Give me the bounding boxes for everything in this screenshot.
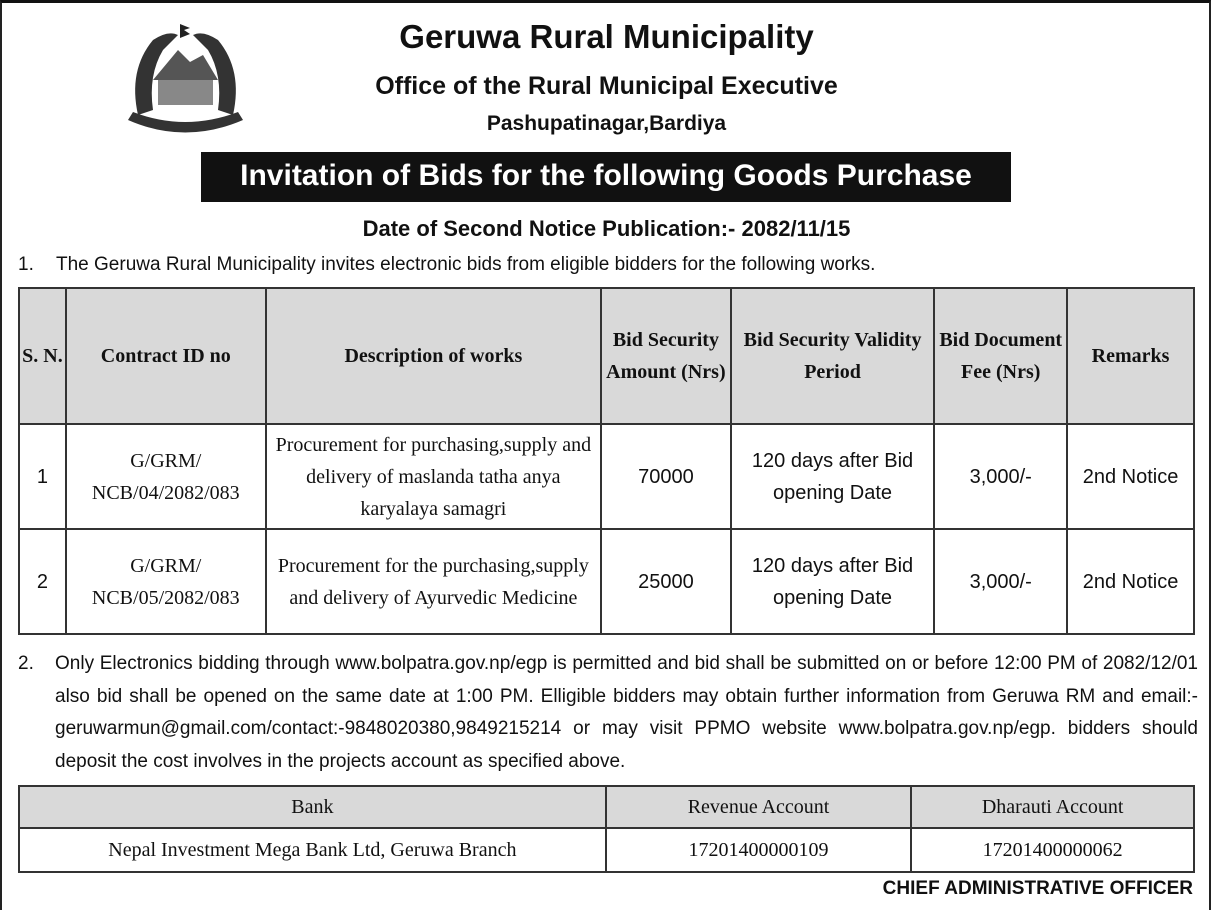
cell-amount: 25000	[600, 528, 732, 635]
notice-title: Invitation of Bids for the following Goo…	[201, 152, 1011, 202]
para-text: The Geruwa Rural Municipality invites el…	[56, 254, 876, 275]
table-row: 2 G/GRM/ NCB/05/2082/083 Procurement for…	[18, 528, 1195, 635]
signature: CHIEF ADMINISTRATIVE OFFICER	[882, 878, 1193, 899]
para-text: Only Electronics bidding through www.bol…	[55, 653, 1198, 772]
paragraph-1: 1. The Geruwa Rural Municipality invites …	[18, 254, 875, 276]
bank-table: Bank Revenue Account Dharauti Account Ne…	[18, 785, 1195, 873]
col-doc-fee: Bid Document Fee (Nrs)	[933, 287, 1069, 425]
cell-contract-id: G/GRM/ NCB/04/2082/083	[64, 423, 267, 530]
office-name: Office of the Rural Municipal Executive	[375, 72, 838, 100]
cell-validity: 120 days after Bid opening Date	[729, 528, 936, 635]
cell-contract-id: G/GRM/ NCB/05/2082/083	[64, 528, 267, 635]
col-security-amount: Bid Security Amount (Nrs)	[600, 287, 732, 425]
cell-fee: 3,000/-	[933, 423, 1069, 530]
cell-bank: Nepal Investment Mega Bank Ltd, Geruwa B…	[18, 827, 607, 873]
cell-validity: 120 days after Bid opening Date	[729, 423, 936, 530]
cell-revenue-account: 17201400000109	[604, 827, 913, 873]
col-bank: Bank	[18, 785, 607, 829]
paragraph-2: 2. Only Electronics bidding through www.b…	[18, 648, 1198, 778]
publication-date: Date of Second Notice Publication:- 2082…	[362, 216, 851, 241]
col-contract-id: Contract ID no	[64, 287, 267, 425]
cell-fee: 3,000/-	[933, 528, 1069, 635]
para-number: 2.	[18, 653, 34, 674]
cell-sn: 1	[18, 423, 67, 530]
cell-sn: 2	[18, 528, 67, 635]
cell-remarks: 2nd Notice	[1066, 528, 1195, 635]
address: Pashupatinagar,Bardiya	[486, 112, 727, 135]
nepal-emblem-logo	[128, 24, 243, 133]
col-sn: S. N.	[18, 287, 67, 425]
para-number: 1.	[18, 254, 34, 275]
col-dharauti-account: Dharauti Account	[910, 785, 1195, 829]
table-row: Nepal Investment Mega Bank Ltd, Geruwa B…	[18, 827, 1195, 873]
table-row: 1 G/GRM/ NCB/04/2082/083 Procurement for…	[18, 423, 1195, 530]
bids-table: S. N. Contract ID no Description of work…	[18, 287, 1195, 635]
org-name: Geruwa Rural Municipality	[399, 18, 814, 55]
cell-remarks: 2nd Notice	[1066, 423, 1195, 530]
table-header-row: S. N. Contract ID no Description of work…	[18, 287, 1195, 425]
col-revenue-account: Revenue Account	[604, 785, 913, 829]
cell-amount: 70000	[600, 423, 732, 530]
cell-dharauti-account: 17201400000062	[910, 827, 1195, 873]
table-header-row: Bank Revenue Account Dharauti Account	[18, 785, 1195, 829]
cell-description: Procurement for the purchasing,supply an…	[264, 528, 603, 635]
col-validity: Bid Security Validity Period	[729, 287, 936, 425]
cell-description: Procurement for purchasing,supply and de…	[264, 423, 603, 530]
col-description: Description of works	[264, 287, 603, 425]
col-remarks: Remarks	[1066, 287, 1195, 425]
